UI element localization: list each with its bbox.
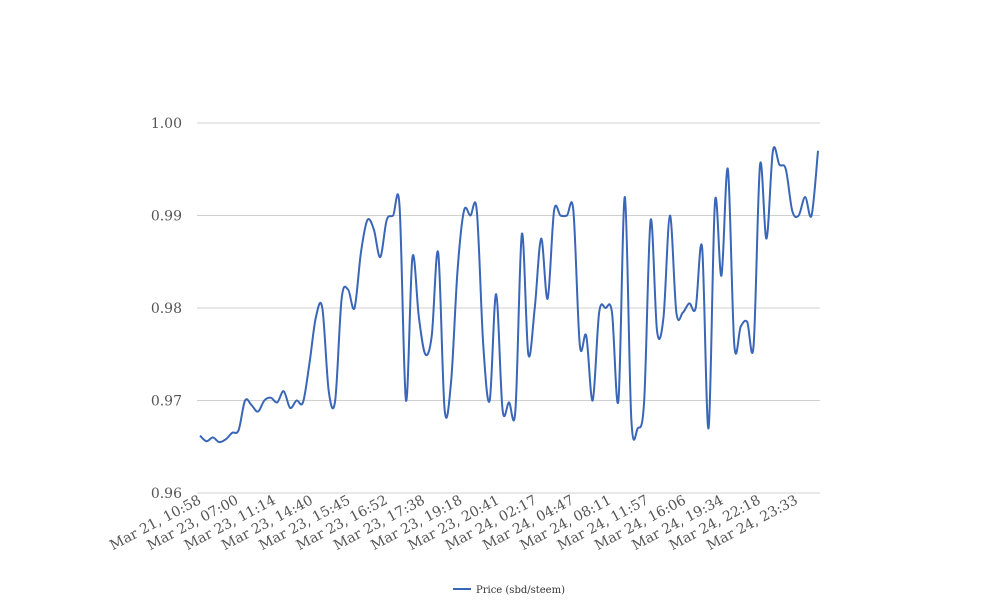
legend-label: Price (sbd/steem) xyxy=(476,585,565,596)
y-axis-tick-labels: 0.96 0.97 0.98 0.99 1.00 xyxy=(151,116,182,502)
series-line-price xyxy=(199,146,819,444)
series-layer xyxy=(199,146,819,444)
y-tick-label: 0.99 xyxy=(151,209,182,225)
gridlines xyxy=(197,122,820,494)
y-tick-label: 0.97 xyxy=(151,394,182,410)
y-tick-label: 0.96 xyxy=(151,486,182,502)
y-tick-label: 1.00 xyxy=(151,116,182,132)
legend: Price (sbd/steem) xyxy=(453,585,565,596)
y-tick-label: 0.98 xyxy=(151,301,182,317)
